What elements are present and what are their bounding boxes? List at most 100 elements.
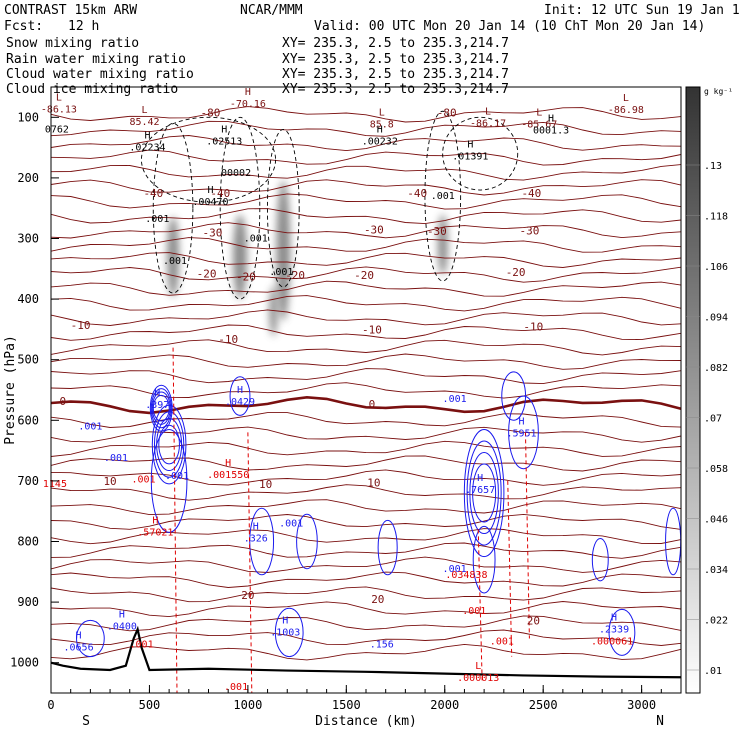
isotherm-line (50, 106, 682, 123)
cloud-ice-contour (140, 116, 277, 203)
extremum-value: .2339 (599, 624, 629, 635)
cloud-water-contour (229, 376, 251, 416)
extremum-marker: H (152, 515, 158, 526)
isotherm-label: -10 (362, 323, 382, 336)
extremum-value: .001 (130, 640, 154, 651)
colorbar-tick-label: .106 (704, 262, 728, 273)
center-name: NCAR/MMM (240, 3, 303, 18)
x-tick-label: 0 (47, 698, 54, 712)
isotherm-line (50, 324, 682, 341)
isotherm-line (50, 513, 682, 530)
extremum-value: .0656 (64, 643, 94, 654)
cloud-water-contour (149, 384, 173, 432)
cloud-water-contour (274, 607, 304, 658)
isotherm-line (50, 309, 682, 326)
extremum-marker: H (282, 615, 288, 626)
isotherm-line (50, 252, 682, 268)
extremum-value: .001 (462, 606, 486, 617)
isotherm-line (50, 120, 682, 137)
extremum-value: .001 (269, 267, 293, 278)
isotherm-line (50, 412, 682, 428)
cloud-water-contour (472, 463, 497, 523)
isotherm-label: -20 (354, 269, 374, 282)
extremum-value: -86.17 (470, 118, 506, 129)
cloud-water-contour (377, 519, 398, 576)
y-tick-label: 400 (17, 292, 39, 306)
south-end-label: S (82, 714, 90, 729)
field-xy-cloud-water: XY= 235.3, 2.5 to 235.3,214.7 (282, 67, 509, 82)
extremum-marker: H (119, 609, 125, 620)
x-axis-title: Distance (km) (315, 714, 417, 729)
extremum-value: -70.16 (230, 99, 266, 110)
cloud-water-contour (150, 428, 188, 533)
plot-frame (50, 86, 682, 694)
field-name-snow: Snow mixing ratio (6, 36, 139, 51)
isotherm-line (50, 382, 682, 399)
isotherm-line (50, 222, 682, 239)
colorbar: g kg⁻¹ .13 .118 .106 .094 .082 .07 .058 .046 .03… (685, 86, 733, 694)
isotherm-line (50, 426, 682, 443)
extremum-value: .001 (490, 636, 514, 647)
isotherm-line (50, 542, 682, 559)
x-tick-label: 1000 (233, 698, 262, 712)
extremum-value: .5951 (506, 429, 536, 440)
y-axis-title: Pressure (hPa) (3, 335, 18, 445)
extremum-value: .001 (244, 234, 268, 245)
y-tick-label: 300 (17, 232, 39, 246)
zero-isotherm (50, 395, 682, 415)
extremum-value: .001 (443, 394, 467, 405)
snow-shade-3 (437, 214, 448, 275)
cloud-water-contour (151, 391, 171, 425)
extremum-value: .397 (145, 400, 169, 411)
rain-contour (507, 480, 513, 657)
colorbar-tick-label: .034 (704, 565, 728, 576)
extremum-value: 85.42 (129, 117, 159, 128)
cloud-water-contour (152, 394, 170, 422)
field-name-cloud-water: Cloud water mixing ratio (6, 67, 194, 82)
isotherm-line (50, 193, 682, 210)
extremum-value: .02234 (129, 143, 165, 154)
fcst-value: 12 h (68, 19, 99, 34)
extremum-value: 1145 (43, 479, 67, 490)
colorbar-tick-label: .046 (704, 515, 728, 526)
extremum-value: .7657 (465, 485, 495, 496)
cloud-ice-contour (424, 110, 462, 282)
terrain-line (50, 625, 682, 679)
extremum-value: .001 (131, 475, 155, 486)
extremum-value: .001550 (207, 470, 249, 481)
isotherm-line (50, 571, 682, 588)
colorbar-tick-label: .01 (704, 666, 722, 677)
model-name: CONTRAST 15km ARW (4, 3, 137, 18)
extremum-marker: H (207, 185, 213, 196)
extremum-value: .001 (224, 682, 248, 693)
extremum-value: .1003 (270, 627, 300, 638)
colorbar-tick-label: .094 (704, 313, 728, 324)
isotherm-label: -80 (201, 106, 221, 119)
isotherm-label: 20 (241, 589, 254, 602)
cloud-water-contour (76, 619, 105, 658)
isotherm-label: 10 (367, 477, 380, 490)
field-name-cloud-ice: Cloud ice mixing ratio (6, 82, 178, 97)
isotherm-label: -10 (71, 319, 91, 332)
cloud-ice-contour (442, 116, 519, 191)
extremum-value: .001 (165, 471, 189, 482)
isotherm-label: -40 (407, 187, 427, 200)
fcst-label: Fcst: (4, 19, 43, 34)
isotherm-line (50, 368, 682, 385)
isotherm-line (50, 208, 682, 225)
isotherm-label: -30 (519, 225, 539, 238)
isotherm-label: -10 (523, 320, 543, 333)
extremum-marker: L (379, 108, 385, 119)
rain-contour (247, 432, 253, 694)
extremum-value: .0429 (225, 397, 255, 408)
extremum-marker: H (477, 473, 483, 484)
cloud-water-contour (501, 371, 527, 421)
colorbar-tick-label: .07 (704, 414, 722, 425)
extremum-value: -85.67 (521, 120, 557, 131)
cloud-water-contour (466, 440, 502, 546)
rain-contour (172, 347, 178, 694)
isotherm-label: -20 (506, 266, 526, 279)
extremum-value: .001 (431, 191, 455, 202)
extremum-marker: L (485, 106, 491, 117)
